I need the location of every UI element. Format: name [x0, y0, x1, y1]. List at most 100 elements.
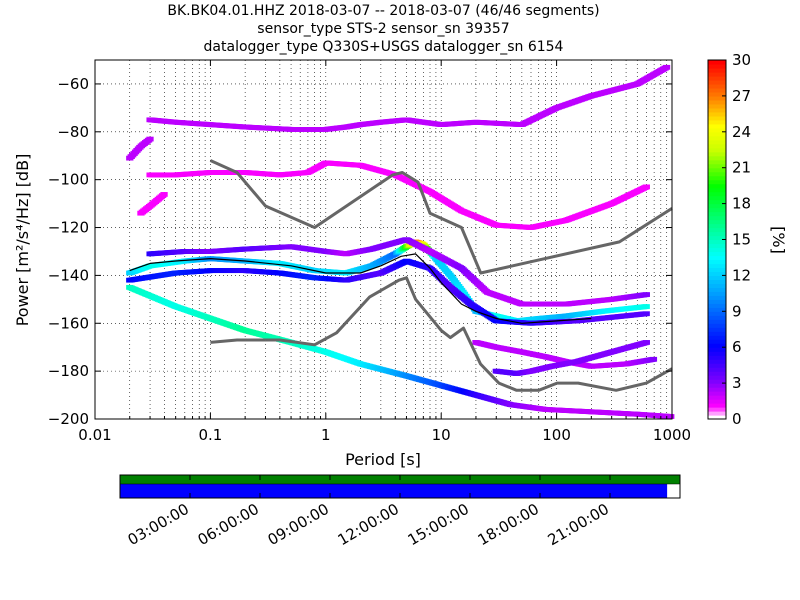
- colorbar-segment: [708, 219, 726, 225]
- title-line-3: datalogger_type Q330S+USGS datalogger_sn…: [203, 39, 564, 55]
- colorbar-segment: [708, 91, 726, 97]
- colorbar-segment: [708, 75, 726, 81]
- colorbar-tick-label: 18: [732, 195, 751, 213]
- colorbar-segment: [708, 175, 726, 181]
- colorbar-segment: [708, 311, 726, 316]
- colorbar-segment: [708, 63, 726, 69]
- timeline-tick-label: 15:00:00: [405, 500, 472, 549]
- colorbar-segment: [708, 127, 726, 133]
- x-axis-label: Period [s]: [345, 450, 421, 469]
- colorbar-tick-label: 6: [732, 338, 742, 356]
- colorbar-segment: [708, 71, 726, 77]
- colorbar-segment: [708, 239, 726, 245]
- chart-title: BK.BK04.01.HHZ 2018-03-07 -- 2018-03-07 …: [95, 2, 672, 56]
- colorbar-segment: [708, 187, 726, 193]
- colorbar-segment: [708, 231, 726, 237]
- colorbar-segment: [708, 107, 726, 113]
- heatmap-layer: [126, 64, 675, 419]
- colorbar-segment: [708, 283, 726, 288]
- colorbar-segment: [708, 399, 726, 404]
- timeline-tick-label: 18:00:00: [475, 500, 542, 549]
- series-layer: [129, 159, 673, 392]
- colorbar-segment: [708, 167, 726, 173]
- colorbar-segment: [708, 279, 726, 284]
- colorbar-segment: [708, 291, 726, 296]
- colorbar-segment: [708, 379, 726, 384]
- colorbar-tick-label: 24: [732, 123, 751, 141]
- colorbar-tick-label: 0: [732, 410, 742, 428]
- y-tick-label: −120: [48, 219, 89, 237]
- colorbar-segment: [708, 255, 726, 261]
- y-axis-label: Power [m²/s⁴/Hz] [dB]: [13, 154, 32, 327]
- colorbar-segment: [708, 123, 726, 129]
- timeline: 03:00:00 06:00:00 09:00:00 12:00:00 15:00:00…: [119, 474, 681, 549]
- colorbar-tick-label: 21: [732, 159, 751, 177]
- colorbar-segment: [708, 335, 726, 340]
- colorbar-segment: [708, 275, 726, 280]
- heatmap-cell: [649, 356, 658, 362]
- colorbar-segment: [708, 411, 726, 416]
- colorbar-segment: [708, 179, 726, 185]
- colorbar-segment: [708, 131, 726, 137]
- colorbar-label: [%]: [769, 226, 788, 254]
- x-tick-label: 100: [542, 426, 571, 444]
- colorbar-segment: [708, 383, 726, 388]
- heatmap-cell: [146, 136, 154, 142]
- colorbar-segment: [708, 67, 726, 73]
- colorbar-segment: [708, 323, 726, 328]
- heatmap-cell: [662, 64, 671, 70]
- colorbar-segment: [708, 119, 726, 125]
- colorbar-segment: [708, 247, 726, 253]
- colorbar-segment: [708, 183, 726, 189]
- x-tick-label: 10: [432, 426, 451, 444]
- colorbar-tick-label: 30: [732, 51, 751, 69]
- colorbar-segment: [708, 347, 726, 352]
- colorbar-segment: [708, 135, 726, 141]
- colorbar-segment: [708, 83, 726, 89]
- colorbar-segment: [708, 151, 726, 157]
- title-line-1: BK.BK04.01.HHZ 2018-03-07 -- 2018-03-07 …: [167, 3, 600, 19]
- colorbar-segment: [708, 155, 726, 161]
- colorbar-frame: [707, 59, 727, 420]
- colorbar-segment: [708, 355, 726, 360]
- colorbar-segment: [708, 147, 726, 153]
- colorbar-segment: [708, 87, 726, 93]
- colorbar-segment: [708, 267, 726, 273]
- plot-frame: [94, 59, 673, 420]
- colorbar-segment: [708, 171, 726, 177]
- axis-ticks: 0.01 0.1 1 10 100 1000 −200 −180 −160 −140 −120 −10…: [48, 60, 691, 444]
- colorbar-segment: [708, 271, 726, 276]
- timeline-tick-label: 03:00:00: [125, 500, 192, 549]
- timeline-tick-label: 06:00:00: [195, 500, 262, 549]
- colorbar-segment: [708, 359, 726, 364]
- colorbar-segment: [708, 163, 726, 169]
- colorbar-segment: [708, 295, 726, 300]
- x-tick-label: 0.01: [78, 426, 111, 444]
- colorbar-segment: [708, 235, 726, 241]
- colorbar-segment: [708, 259, 726, 265]
- heatmap-cell: [160, 192, 168, 197]
- title-line-2: sensor_type STS-2 sensor_sn 39357: [257, 21, 510, 37]
- colorbar-segment: [708, 143, 726, 149]
- colorbar-segment: [708, 79, 726, 85]
- colorbar-segment: [708, 415, 726, 420]
- colorbar-segment: [708, 99, 726, 105]
- heatmap-cell: [642, 292, 650, 297]
- x-tick-label: 1000: [653, 426, 691, 444]
- series-line-mode: [129, 253, 592, 324]
- colorbar-segment: [708, 195, 726, 201]
- timeline-tick-label: 21:00:00: [545, 500, 612, 549]
- x-tick-label: 1: [321, 426, 331, 444]
- colorbar-tick-label: 27: [732, 87, 751, 105]
- colorbar-tick-label: 15: [732, 231, 751, 249]
- colorbar-segment: [708, 403, 726, 408]
- timeline-tick-label: 09:00:00: [265, 500, 332, 549]
- colorbar-segment: [708, 407, 726, 412]
- colorbar-segment: [708, 199, 726, 205]
- colorbar-tick-label: 12: [732, 266, 751, 284]
- timeline-coverage-bar: [120, 484, 668, 498]
- colorbar-segment: [708, 315, 726, 320]
- heatmap-cell: [667, 414, 675, 419]
- colorbar-segment: [708, 223, 726, 229]
